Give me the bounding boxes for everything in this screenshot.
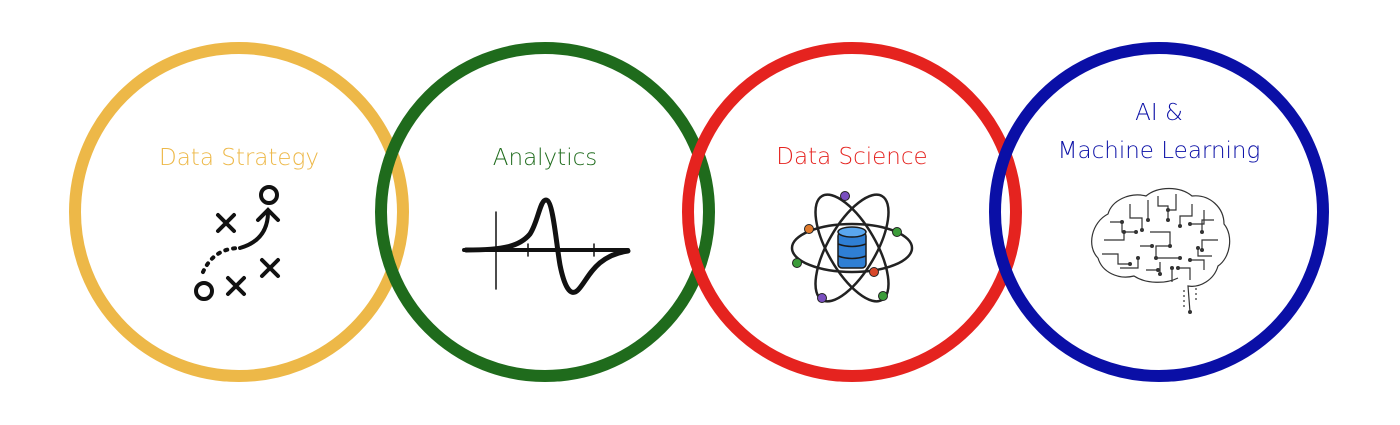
ring-ai-ml: [989, 42, 1329, 382]
ring-data-science: [682, 42, 1022, 382]
ring-analytics-circle: [375, 42, 715, 382]
signal-waveform-icon: [462, 197, 631, 295]
label-ai-ml-line-2: Machine Learning: [1058, 138, 1261, 164]
ring-ai-ml-circle: [989, 42, 1329, 382]
label-analytics: Analytics: [493, 145, 597, 171]
strategy-play-icon: [194, 185, 280, 301]
circuit-brain-icon: [1091, 187, 1231, 314]
ring-data-strategy: [69, 42, 409, 382]
label-data-science: Data Science: [776, 144, 927, 170]
ring-data-science-circle: [682, 42, 1022, 382]
ring-data-strategy-circle: [69, 42, 409, 382]
atom-database-icon: [790, 191, 914, 303]
label-data-strategy: Data Strategy: [159, 145, 319, 171]
ring-analytics: [375, 42, 715, 382]
label-ai-ml-line-1: AI &: [1135, 100, 1183, 126]
